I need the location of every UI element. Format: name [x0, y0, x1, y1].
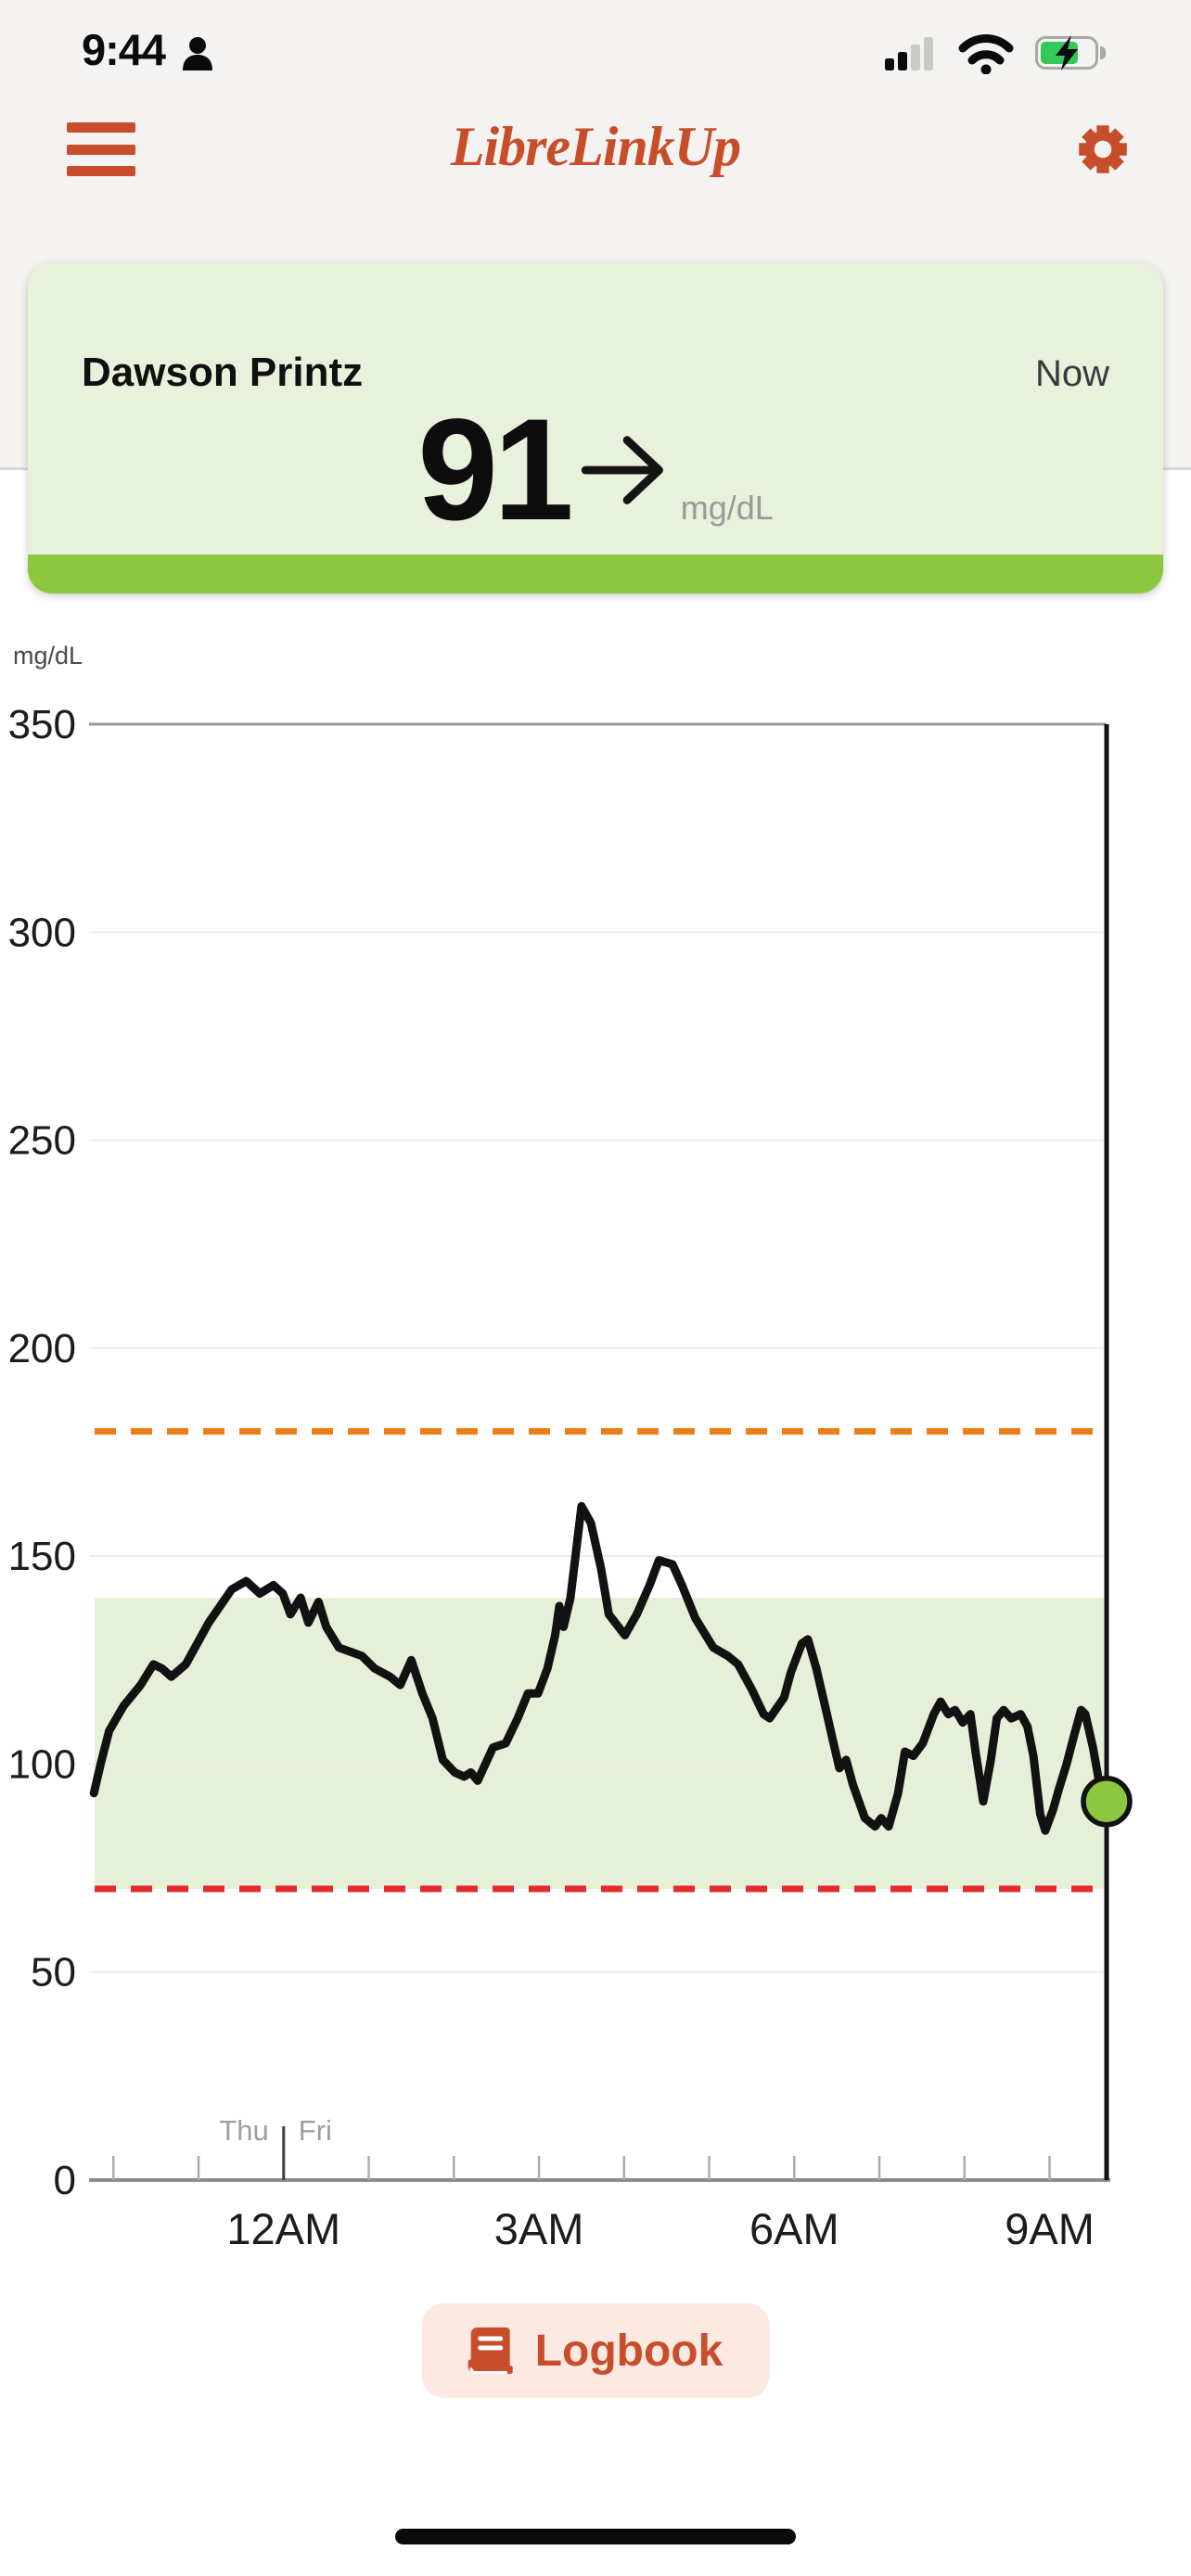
- y-tick-label: 300: [8, 910, 76, 955]
- y-tick-label: 0: [54, 2158, 76, 2203]
- glucose-trace: [89, 1501, 1111, 1835]
- day-label-right: Fri: [299, 2114, 332, 2147]
- battery-body: [1035, 35, 1098, 70]
- status-time: 9:44: [82, 25, 166, 74]
- glucose-unit: mg/dL: [680, 488, 774, 527]
- x-tick-label: 3AM: [494, 2204, 584, 2253]
- y-tick-label: 250: [8, 1118, 76, 1164]
- logbook-label: Logbook: [534, 2326, 724, 2376]
- cellular-signal-icon: [885, 37, 933, 70]
- patient-name: Dawson Printz: [82, 349, 364, 395]
- y-tick-label: 150: [8, 1534, 76, 1579]
- day-label-left: Thu: [219, 2114, 268, 2147]
- status-left: 9:44: [82, 24, 215, 75]
- patient-card-header: Dawson Printz Now: [28, 314, 1163, 396]
- patient-card[interactable]: Dawson Printz Now 91 mg/dL: [28, 262, 1163, 593]
- charging-bolt-icon: [1056, 35, 1078, 70]
- y-axis-unit-label: mg/dL: [13, 642, 83, 670]
- settings-button[interactable]: [1072, 119, 1133, 180]
- status-bar: 9:44: [0, 0, 1191, 102]
- person-icon: [183, 36, 213, 70]
- glucose-reading: 91 mg/dL: [28, 398, 1163, 542]
- x-tick-label: 12AM: [226, 2204, 340, 2253]
- app-title: LibreLinkUp: [450, 116, 741, 177]
- gear-icon: [1079, 125, 1127, 173]
- battery-icon: [1035, 35, 1106, 70]
- wifi-icon: [958, 34, 1014, 74]
- trend-steady-icon: [581, 435, 663, 504]
- hamburger-icon: [67, 122, 135, 133]
- y-tick-label: 100: [8, 1741, 76, 1787]
- current-reading-dot[interactable]: [1081, 1776, 1133, 1828]
- y-tick-label: 50: [31, 1950, 76, 1996]
- x-tick-label: 9AM: [1005, 2204, 1095, 2253]
- y-tick-label: 200: [8, 1326, 76, 1371]
- app-header: LibreLinkUp: [0, 102, 1191, 195]
- menu-button[interactable]: [67, 122, 139, 176]
- glucose-value: 91: [417, 389, 574, 551]
- target-range-band: [95, 1598, 1107, 1889]
- y-tick-label: 350: [8, 702, 76, 747]
- logbook-button[interactable]: Logbook: [421, 2303, 770, 2398]
- book-icon: [467, 2327, 513, 2374]
- home-indicator[interactable]: [395, 2529, 796, 2544]
- glucose-chart[interactable]: 0 50 100 150 200 250 300 350 mg/dL Thu Fri 12AM 3AM 6…: [0, 640, 1191, 2272]
- in-range-indicator: [28, 555, 1163, 593]
- battery-nub: [1100, 46, 1106, 59]
- status-right: [885, 32, 1106, 74]
- reading-time: Now: [1034, 352, 1109, 394]
- x-tick-label: 6AM: [749, 2204, 839, 2253]
